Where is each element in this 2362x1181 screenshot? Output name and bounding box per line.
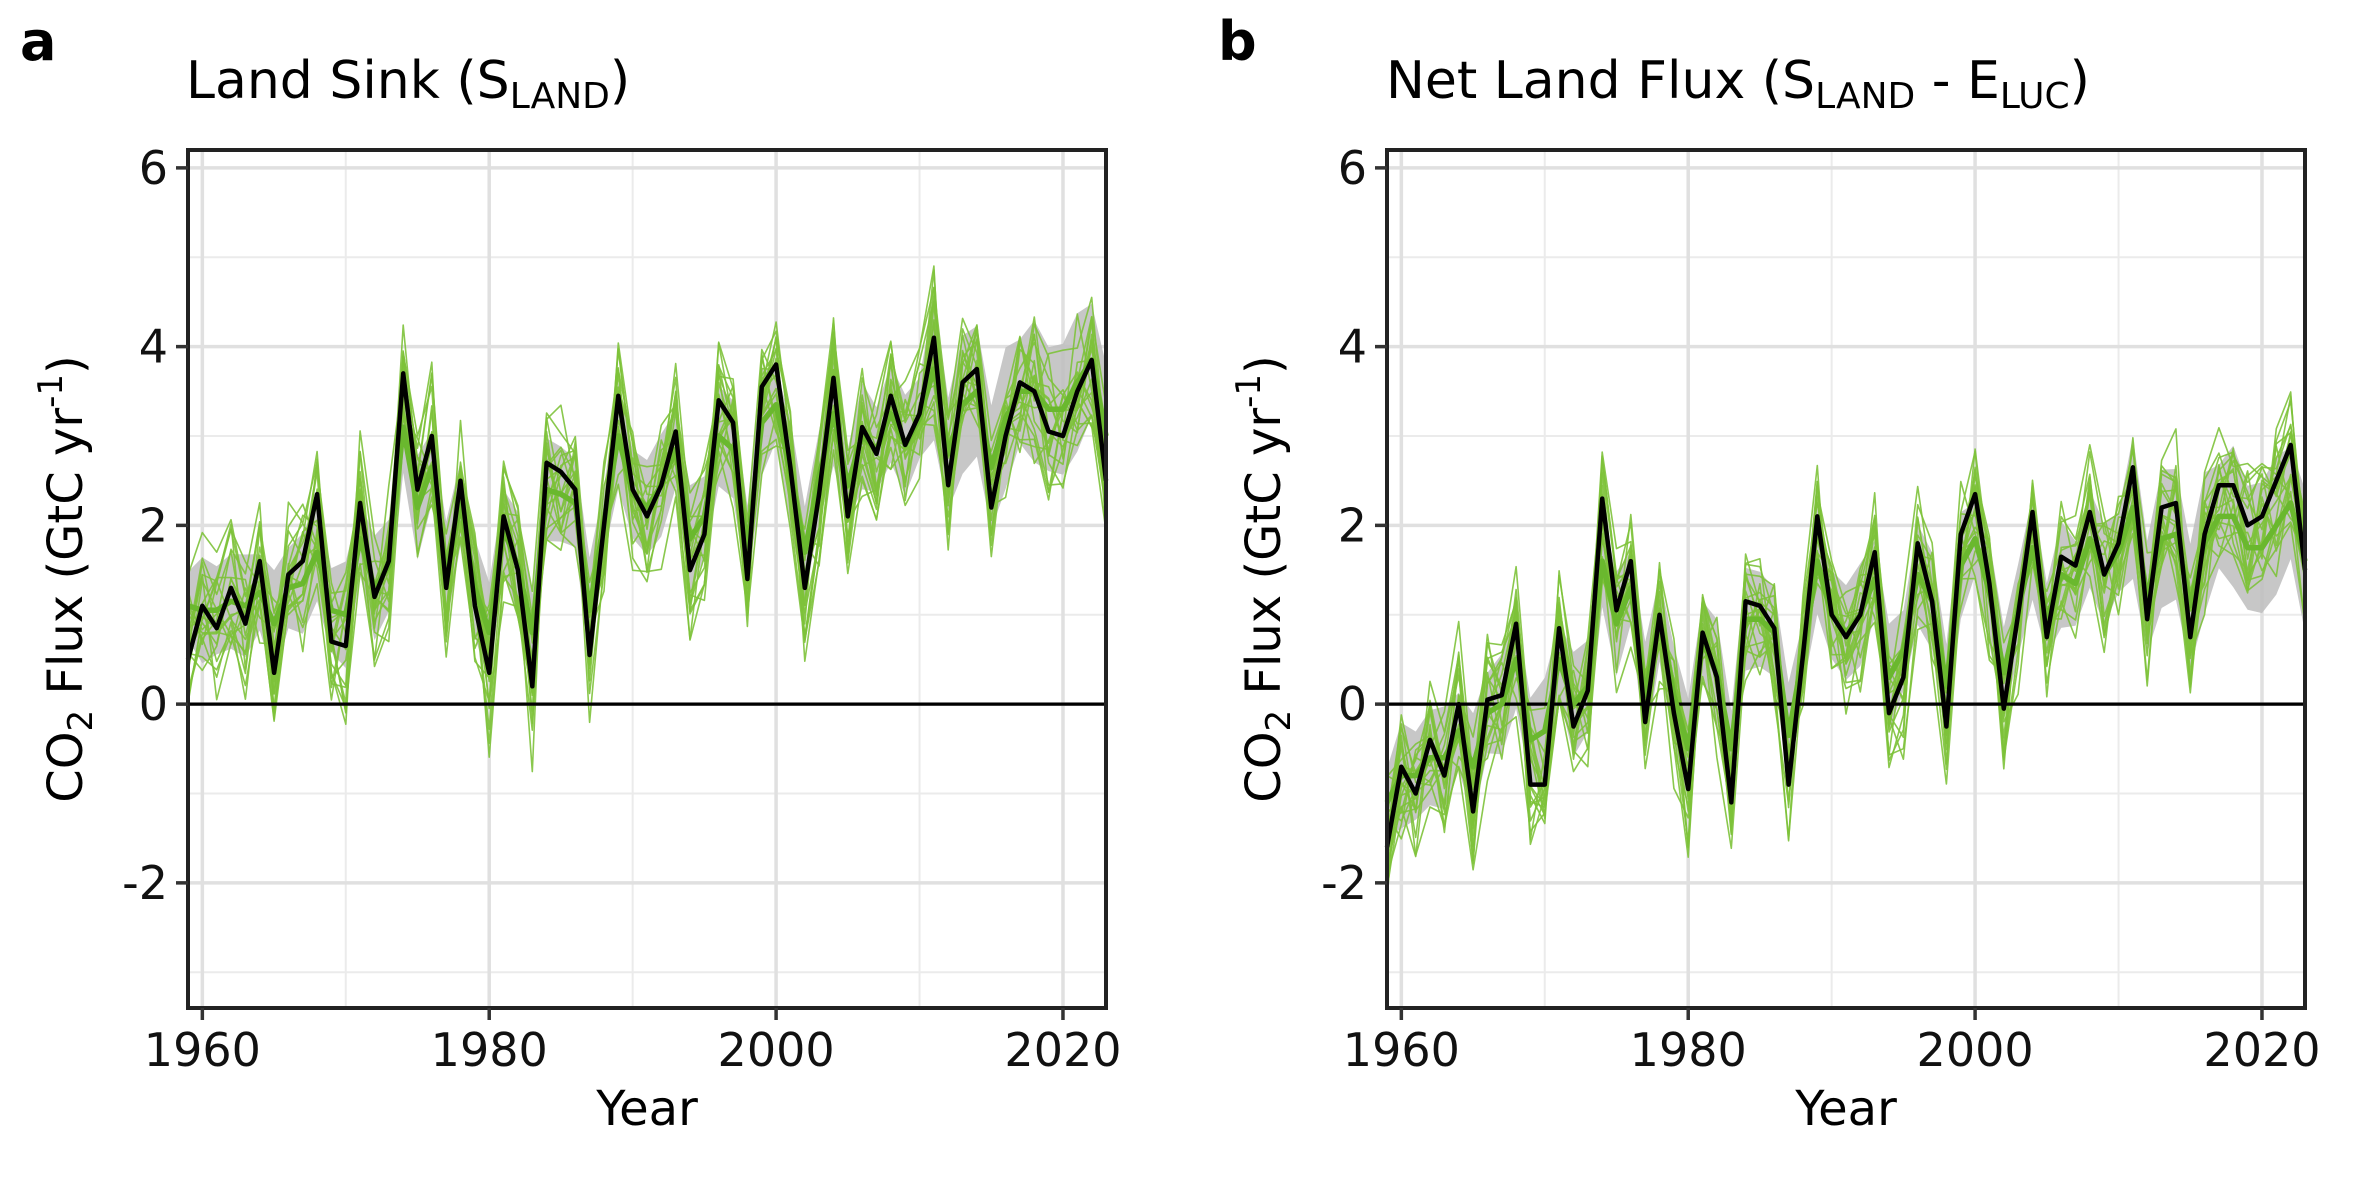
- y-tick-label: 0: [1338, 677, 1367, 731]
- x-tick-label: 2020: [1004, 1023, 1121, 1077]
- x-tick-label: 1960: [144, 1023, 261, 1077]
- ensemble-member-line: [187, 303, 1107, 704]
- y-tick-label: 2: [139, 498, 168, 552]
- estimate-line: [1384, 442, 2308, 848]
- ensemble-member-line: [1386, 445, 2306, 898]
- panel-letter: a: [20, 10, 56, 73]
- estimate-line: [185, 335, 1109, 689]
- y-tick-label: 6: [139, 141, 168, 195]
- series-lines: [1384, 442, 2308, 848]
- panel-b: b Net Land Flux (SLAND - ELUC) 1960 1980 2…: [1218, 10, 2321, 1137]
- y-tick-label: 0: [139, 677, 168, 731]
- x-axis-title: Year: [1794, 1081, 1897, 1137]
- panel-title: Net Land Flux (SLAND - ELUC): [1386, 51, 2090, 117]
- panel-letter: b: [1218, 10, 1257, 73]
- plot-frame: [186, 148, 1108, 1010]
- x-tick-label: 2000: [718, 1023, 835, 1077]
- y-tick-label: -2: [1321, 856, 1367, 910]
- series-lines: [185, 335, 1109, 706]
- y-tick-label: -2: [122, 856, 168, 910]
- gridlines: [1387, 150, 2305, 1008]
- model-spread-band: [188, 297, 1106, 683]
- x-tick-label: 2000: [1917, 1023, 2034, 1077]
- axis-ticks: 1960 1980 2000 2020 -2 0 2 4 6: [1321, 141, 2320, 1077]
- panel-a: a Land Sink (SLAND) 1960 1980 2000 2020 -2 0 2…: [20, 10, 1122, 1137]
- x-tick-label: 1980: [1630, 1023, 1747, 1077]
- x-tick-label: 1960: [1343, 1023, 1460, 1077]
- panel-title: Land Sink (SLAND): [186, 51, 630, 117]
- plot-frame: [1385, 148, 2307, 1010]
- y-tick-label: 4: [1338, 320, 1367, 374]
- spread-band: [188, 297, 1106, 683]
- y-tick-label: 4: [139, 320, 168, 374]
- x-tick-label: 2020: [2203, 1023, 2320, 1077]
- y-axis-title: CO2 Flux (GtC yr-1): [1229, 355, 1299, 803]
- y-tick-label: 6: [1338, 141, 1367, 195]
- axis-ticks: 1960 1980 2000 2020 -2 0 2 4 6: [122, 141, 1121, 1077]
- y-tick-label: 2: [1338, 498, 1367, 552]
- y-axis-title: CO2 Flux (GtC yr-1): [31, 355, 101, 803]
- x-tick-label: 1980: [431, 1023, 548, 1077]
- x-axis-title: Year: [595, 1081, 698, 1137]
